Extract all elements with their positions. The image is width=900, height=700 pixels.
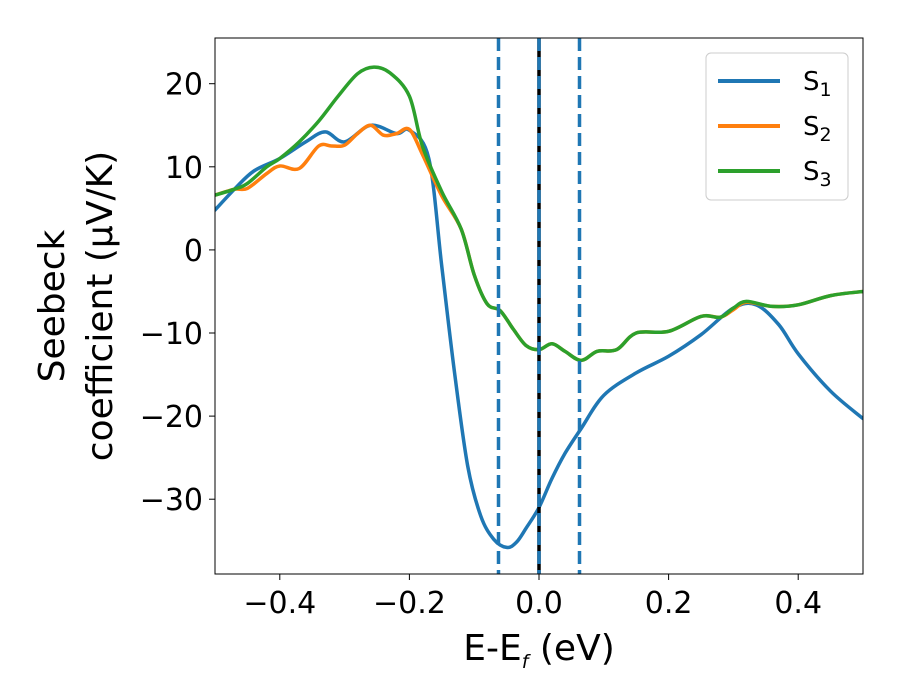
y-tick-label: −10: [140, 317, 203, 352]
x-tick-label: 0.0: [515, 586, 563, 621]
y-tick-label: −20: [140, 400, 203, 435]
y-tick-label: 10: [165, 151, 203, 186]
x-tick-label: −0.2: [373, 586, 446, 621]
legend: S1 S2 S3: [705, 52, 849, 201]
legend-label-s3: S3: [803, 157, 832, 191]
y-axis-label: Seebeck coefficient (μV/K): [32, 151, 121, 461]
x-axis-ticks: −0.4 −0.2 0.0 0.2 0.4: [243, 574, 822, 621]
x-tick-label: 0.2: [645, 586, 693, 621]
y-axis-label-line1: Seebeck: [32, 229, 73, 382]
reference-lines: [496, 38, 582, 574]
y-axis-label-line2: coefficient (μV/K): [80, 151, 121, 461]
legend-label-s2: S2: [803, 112, 832, 146]
y-tick-label: 0: [184, 234, 203, 269]
legend-label-s1: S1: [803, 67, 832, 101]
x-axis-label: E-Ef (eV): [463, 628, 615, 673]
series-layer: [215, 65, 863, 550]
x-tick-label: −0.4: [243, 586, 316, 621]
series-line-s3: [215, 65, 863, 363]
y-tick-label: −30: [140, 483, 203, 518]
y-tick-label: 20: [165, 68, 203, 103]
y-axis-ticks: 20 10 0 −10 −20 −30: [140, 68, 215, 518]
x-tick-label: 0.4: [774, 586, 822, 621]
